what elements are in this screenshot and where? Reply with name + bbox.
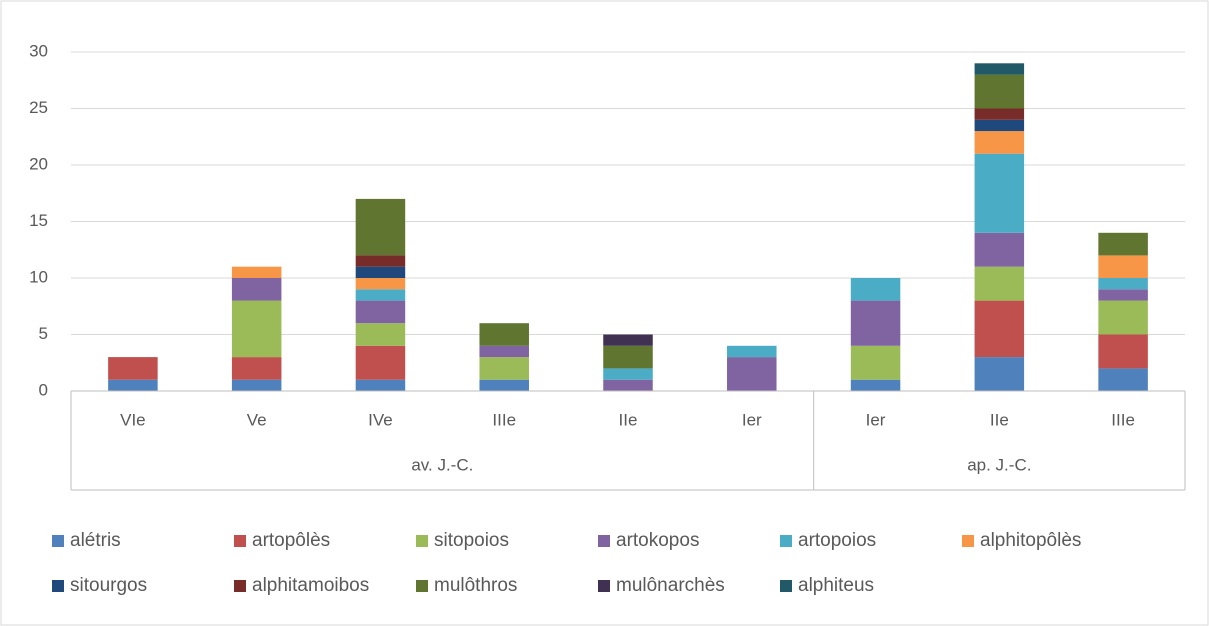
legend-label: artopôlès xyxy=(252,530,330,551)
bar-segment xyxy=(479,357,529,380)
bar-segment xyxy=(1098,368,1148,391)
bar-segment xyxy=(479,345,529,358)
bar-segment xyxy=(727,345,777,358)
legend-swatch xyxy=(962,535,974,547)
y-tick-label: 15 xyxy=(29,211,48,230)
bar-segment xyxy=(355,289,406,301)
bar-segment xyxy=(231,357,282,380)
bar-segment xyxy=(850,278,901,301)
bar-segment xyxy=(603,345,653,369)
bar-segment xyxy=(974,63,1025,75)
x-tick-label: Ier xyxy=(866,410,886,429)
legend-swatch xyxy=(416,580,428,592)
x-tick-label: IIe xyxy=(619,410,638,429)
bar-segment xyxy=(355,300,406,324)
y-tick-label: 20 xyxy=(29,154,48,173)
bar-segment xyxy=(850,300,901,346)
bar-segment xyxy=(355,379,406,391)
bar-segment xyxy=(231,266,282,278)
legend-swatch xyxy=(234,535,246,547)
bar-segment xyxy=(108,357,158,380)
legend-swatch xyxy=(598,580,610,592)
legend: alétris artopôlès sitopoios artokopos artopo… xyxy=(52,530,1081,596)
legend-label: sitopoios xyxy=(434,530,509,551)
bar-segment xyxy=(355,278,406,290)
group-label: ap. J.-C. xyxy=(967,455,1031,474)
bar-segment xyxy=(850,379,901,391)
bar-segment xyxy=(1098,232,1148,256)
group-label: av. J.-C. xyxy=(411,455,473,474)
x-tick-label: VIe xyxy=(120,410,146,429)
bar-segment xyxy=(231,278,282,301)
bar-segment xyxy=(355,345,406,380)
bar-segment xyxy=(231,300,282,358)
bar-segment xyxy=(974,74,1025,109)
legend-swatch xyxy=(780,580,792,592)
legend-swatch xyxy=(52,580,64,592)
y-tick-label: 5 xyxy=(39,324,48,343)
bar-segment xyxy=(479,323,529,346)
y-tick-label: 25 xyxy=(29,98,48,117)
y-tick-label: 10 xyxy=(29,267,48,286)
x-tick-label: IIIe xyxy=(492,410,516,429)
bar-segment xyxy=(974,300,1025,358)
bar-segment xyxy=(603,334,653,346)
x-tick-label: IIe xyxy=(990,410,1009,429)
bar-segment xyxy=(974,266,1025,301)
bar-segment xyxy=(355,266,406,278)
legend-swatch xyxy=(416,535,428,547)
bar-segment xyxy=(1098,334,1148,369)
bar-segment xyxy=(727,357,777,391)
bar-segment xyxy=(974,108,1025,120)
bar-segment xyxy=(1098,300,1148,335)
bar-segment xyxy=(974,119,1025,132)
legend-label: alphiteus xyxy=(798,575,874,596)
legend-label: artokopos xyxy=(616,530,699,551)
bar-segment xyxy=(974,357,1025,391)
legend-label: alétris xyxy=(70,530,121,551)
x-tick-label: IIIe xyxy=(1111,410,1135,429)
legend-swatch xyxy=(598,535,610,547)
x-tick-label: Ier xyxy=(742,410,762,429)
bar-segment xyxy=(1098,255,1148,278)
bar-segment xyxy=(850,345,901,380)
bar-segment xyxy=(974,131,1025,154)
bar-segment xyxy=(1098,278,1148,290)
legend-swatch xyxy=(780,535,792,547)
bar-segment xyxy=(108,379,158,391)
bar-segment xyxy=(974,232,1025,267)
legend-label: artopoios xyxy=(798,530,876,551)
x-tick-label: IVe xyxy=(368,410,393,429)
bar-segment xyxy=(355,323,406,346)
y-tick-label: 30 xyxy=(29,41,48,60)
x-tick-label: Ve xyxy=(247,410,267,429)
legend-swatch xyxy=(52,535,64,547)
bar-segment xyxy=(974,153,1025,233)
bar-segment xyxy=(479,379,529,391)
legend-swatch xyxy=(234,580,246,592)
legend-label: sitourgos xyxy=(70,575,147,596)
y-tick-label: 0 xyxy=(39,380,48,399)
bar-segment xyxy=(231,379,282,391)
legend-label: alphitamoibos xyxy=(252,575,369,596)
legend-label: mulôthros xyxy=(434,575,517,596)
legend-label: alphitopôlès xyxy=(980,530,1081,551)
bar-segment xyxy=(355,198,406,256)
bar-segment xyxy=(1098,289,1148,301)
bar-segment xyxy=(355,255,406,267)
bar-segment xyxy=(603,379,653,391)
legend-label: mulônarchès xyxy=(616,575,725,596)
bar-segment xyxy=(603,368,653,380)
